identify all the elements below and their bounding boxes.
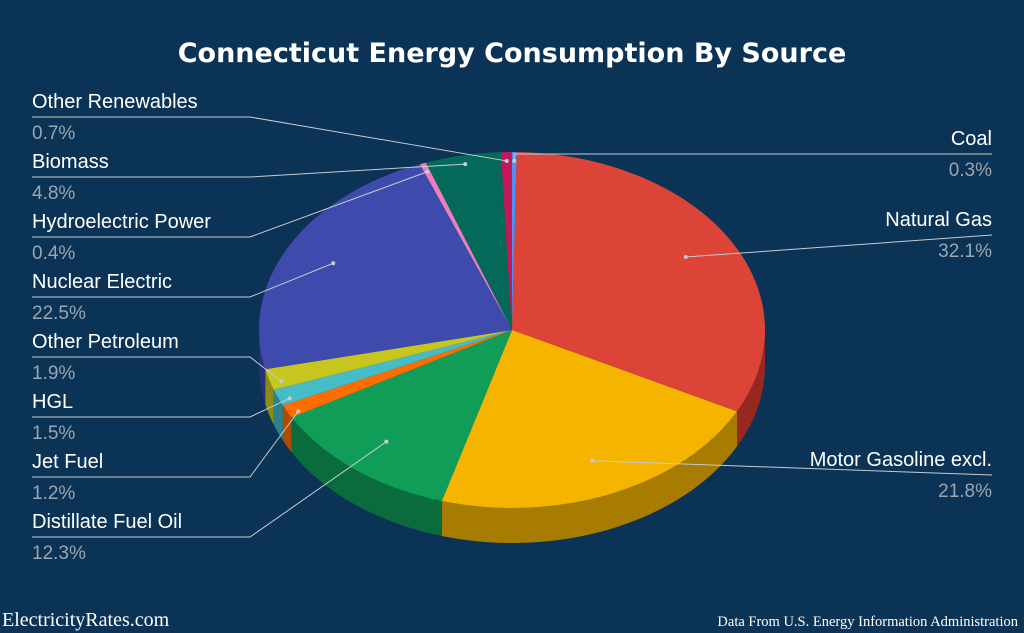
leader-lines [32, 116, 993, 538]
leader-coal [513, 153, 992, 161]
label-biomass: Biomass [32, 151, 109, 173]
value-biomass: 4.8% [32, 183, 75, 204]
source-note: Data From U.S. Energy Information Admini… [717, 614, 1018, 630]
slice-labels: Coal 0.3% Natural Gas 32.1% Motor Gasoline e… [32, 91, 992, 564]
slice-biomass [425, 152, 512, 330]
label-other-petroleum: Other Petroleum [32, 331, 179, 353]
slice-side-distillate-fuel-oil [291, 417, 442, 537]
leader-nuclear-electric [32, 262, 334, 298]
leader-dot-coal [512, 158, 517, 163]
leader-dot-hydroelectric-power [425, 169, 430, 174]
leader-dot-nuclear-electric [331, 261, 336, 266]
label-distillate-fuel-oil: Distillate Fuel Oil [32, 511, 182, 533]
leader-hydroelectric-power [32, 171, 428, 238]
label-nuclear-electric: Nuclear Electric [32, 271, 172, 293]
value-other-petroleum: 1.9% [32, 363, 75, 384]
label-motor-gasoline-excl: Motor Gasoline excl. [810, 449, 992, 471]
leader-natural-gas [685, 234, 993, 258]
leader-jet-fuel [32, 411, 299, 478]
slice-side-nuclear-electric [259, 330, 266, 405]
slice-other-petroleum [265, 330, 512, 390]
value-distillate-fuel-oil: 12.3% [32, 543, 86, 564]
leader-dot-distillate-fuel-oil [384, 439, 389, 444]
slice-side-jet-fuel [282, 405, 292, 453]
label-natural-gas: Natural Gas [885, 209, 992, 231]
value-motor-gasoline-excl: 21.8% [938, 481, 992, 502]
label-coal: Coal [951, 128, 992, 150]
label-jet-fuel: Jet Fuel [32, 451, 103, 473]
value-hydroelectric-power: 0.4% [32, 243, 75, 264]
label-hydroelectric-power: Hydroelectric Power [32, 211, 211, 233]
leader-motor-gasoline-excl [592, 460, 993, 476]
leader-dot-hgl [287, 396, 292, 401]
slice-nuclear-electric [259, 164, 512, 370]
slice-other-renewables [500, 152, 512, 330]
value-hgl: 1.5% [32, 423, 75, 444]
slice-side-motor-gasoline-excl [441, 411, 737, 543]
leader-dot-other-petroleum [279, 379, 284, 384]
leader-other-renewables [32, 116, 507, 162]
value-coal: 0.3% [949, 160, 992, 181]
slice-coal [512, 152, 517, 330]
pie-sides [259, 330, 765, 543]
slice-distillate-fuel-oil [291, 330, 512, 502]
value-nuclear-electric: 22.5% [32, 303, 86, 324]
leader-dot-other-renewables [504, 158, 509, 163]
slice-jet-fuel [282, 330, 512, 418]
leader-dot-biomass [463, 162, 468, 167]
value-natural-gas: 32.1% [938, 241, 992, 262]
slice-hydroelectric-power [419, 162, 512, 330]
slice-side-natural-gas [736, 330, 765, 447]
label-other-renewables: Other Renewables [32, 91, 198, 113]
value-jet-fuel: 1.2% [32, 483, 75, 504]
slice-hgl [273, 330, 512, 406]
leader-distillate-fuel-oil [32, 441, 387, 538]
site-credit: ElectricityRates.com [2, 609, 170, 631]
pie-tops [259, 152, 766, 508]
leader-other-petroleum [32, 356, 282, 382]
leader-biomass [32, 163, 466, 178]
leader-dot-jet-fuel [296, 409, 301, 414]
leader-dot-motor-gasoline-excl [590, 458, 595, 463]
leader-dot-natural-gas [683, 254, 688, 259]
value-other-renewables: 0.7% [32, 123, 75, 144]
slice-natural-gas [512, 152, 766, 412]
leader-hgl [32, 397, 290, 418]
label-hgl: HGL [32, 391, 73, 413]
slice-side-other-petroleum [265, 369, 274, 425]
chart-title: Connecticut Energy Consumption By Source [178, 38, 847, 69]
